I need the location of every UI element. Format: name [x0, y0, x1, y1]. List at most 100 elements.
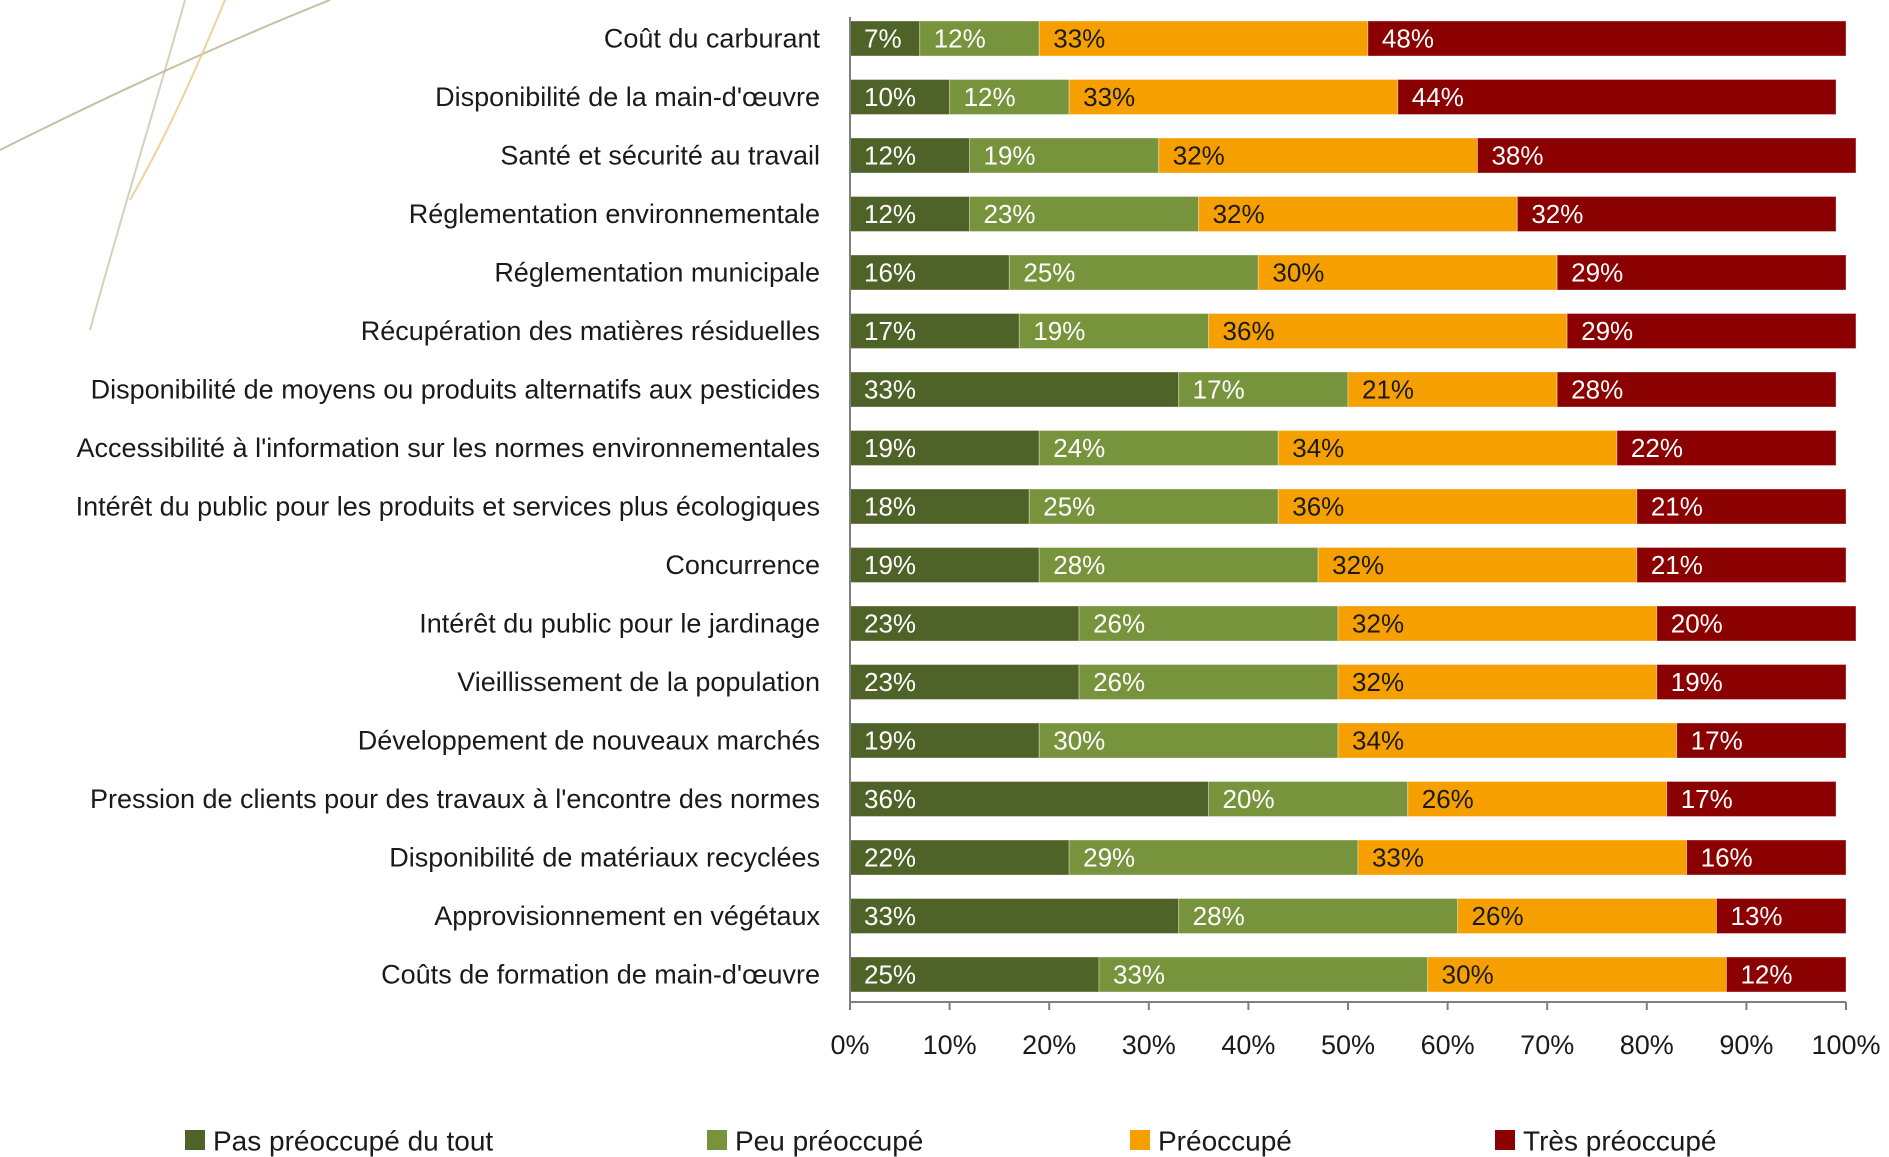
x-tick-label: 10%	[923, 1030, 977, 1060]
data-label: 36%	[864, 784, 916, 814]
legend-swatch	[1495, 1130, 1515, 1150]
bar-segment-peu-preoccupe	[1018, 313, 1210, 349]
bar-row-sante-et-securite-au-travail: 12% 19% 32% 38%	[849, 137, 1857, 174]
bar-segment-peu-preoccupe	[969, 196, 1200, 232]
data-label: 26%	[1472, 901, 1524, 931]
data-label: 32%	[1531, 199, 1583, 229]
bar-segment-pas-preoccupe-du-tout	[849, 722, 1040, 759]
data-label: 16%	[1701, 843, 1753, 873]
bar-segment-peu-preoccupe	[1068, 839, 1359, 876]
x-tick-label: 100%	[1811, 1030, 1880, 1060]
bar-row-vieillissement-de-la-population: 23% 26% 32% 19%	[849, 664, 1847, 700]
bar-segment-tres-preoccupe	[1397, 79, 1837, 115]
data-label: 32%	[1352, 667, 1404, 697]
legend-item-preoccupe: Préoccupé	[1130, 1126, 1292, 1157]
category-label-disponibilite-de-la-main-d-uvre: Disponibilité de la main-d'œuvre	[435, 82, 820, 112]
bar-row-pression-de-clients-pour-des-travaux-a-l-encontre-des-normes: 36% 20% 26% 17%	[849, 781, 1837, 817]
bar-row-accessibilite-a-l-information-sur-les-normes-environnementales: 19% 24% 34% 22%	[849, 430, 1837, 466]
bar-row-disponibilite-de-materiaux-recyclees: 22% 29% 33% 16%	[849, 839, 1847, 876]
bar-segment-tres-preoccupe	[1636, 488, 1847, 525]
data-label: 25%	[1043, 492, 1095, 522]
category-label-vieillissement-de-la-population: Vieillissement de la population	[457, 667, 820, 697]
bar-row-interet-du-public-pour-les-produits-et-services-plus-ecologiques: 18% 25% 36% 21%	[849, 488, 1847, 525]
bar-segment-tres-preoccupe	[1556, 371, 1837, 408]
swoosh-line	[0, 0, 331, 151]
data-label: 32%	[1332, 550, 1384, 580]
data-label: 21%	[1362, 375, 1414, 405]
data-label: 36%	[1223, 316, 1275, 346]
bar-segment-pas-preoccupe-du-tout	[849, 839, 1070, 876]
data-label: 20%	[1223, 784, 1275, 814]
bar-segment-peu-preoccupe	[1038, 547, 1319, 583]
bar-segment-pas-preoccupe-du-tout	[849, 430, 1040, 466]
bar-segment-preoccupe	[1257, 254, 1558, 291]
bar-segment-tres-preoccupe	[1556, 254, 1847, 291]
category-label-approvisionnement-en-vegetaux: Approvisionnement en végétaux	[434, 901, 820, 931]
bar-segment-preoccupe	[1068, 79, 1399, 115]
data-label: 26%	[1422, 784, 1474, 814]
data-label: 33%	[1083, 82, 1135, 112]
swoosh-line	[129, 0, 226, 201]
data-label: 44%	[1412, 82, 1464, 112]
bar-segment-peu-preoccupe	[1078, 605, 1339, 642]
category-label-pression-de-clients-pour-des-travaux-a-l-encontre-des-normes: Pression de clients pour des travaux à l…	[90, 784, 820, 814]
data-label: 17%	[864, 316, 916, 346]
bar-row-reglementation-municipale: 16% 25% 30% 29%	[849, 254, 1847, 291]
data-label: 33%	[864, 375, 916, 405]
legend-label: Préoccupé	[1158, 1126, 1292, 1157]
data-label: 25%	[1023, 258, 1075, 288]
category-label-cout-du-carburant: Coût du carburant	[604, 24, 821, 54]
data-label: 19%	[1033, 316, 1085, 346]
bar-row-developpement-de-nouveaux-marches: 19% 30% 34% 17%	[849, 722, 1847, 759]
bar-segment-peu-preoccupe	[1038, 722, 1339, 759]
data-label: 34%	[1352, 726, 1404, 756]
data-label: 33%	[864, 901, 916, 931]
bar-segment-tres-preoccupe	[1636, 547, 1847, 583]
data-label: 12%	[964, 82, 1016, 112]
data-label: 7%	[864, 24, 902, 54]
data-label: 34%	[1292, 433, 1344, 463]
bar-segment-tres-preoccupe	[1716, 898, 1847, 934]
bar-segment-pas-preoccupe-du-tout	[849, 781, 1210, 817]
x-tick-label: 0%	[830, 1030, 869, 1060]
data-label: 18%	[864, 492, 916, 522]
bar-segment-peu-preoccupe	[1178, 371, 1349, 408]
bar-row-couts-de-formation-de-main-d-uvre: 25% 33% 30% 12%	[849, 956, 1847, 993]
bar-row-disponibilite-de-la-main-d-uvre: 10% 12% 33% 44%	[849, 79, 1837, 115]
bar-row-concurrence: 19% 28% 32% 21%	[849, 547, 1847, 583]
data-label: 13%	[1731, 901, 1783, 931]
bar-segment-tres-preoccupe	[1666, 781, 1837, 817]
bar-segment-pas-preoccupe-du-tout	[849, 371, 1180, 408]
data-label: 33%	[1372, 843, 1424, 873]
data-label: 25%	[864, 960, 916, 990]
plot-area: 7% 12% 33% 48% 10% 12% 33% 44% 12% 19% 32% 38% 12% 23…	[849, 20, 1857, 993]
data-label: 29%	[1571, 258, 1623, 288]
bar-segment-preoccupe	[1277, 430, 1618, 466]
legend-item-tres-preoccupe: Très préoccupé	[1495, 1126, 1717, 1157]
bar-segment-peu-preoccupe	[1008, 254, 1259, 291]
bar-segment-tres-preoccupe	[1656, 605, 1857, 642]
bar-segment-preoccupe	[1357, 839, 1688, 876]
swoosh-line	[89, 0, 186, 331]
bar-segment-preoccupe	[1347, 371, 1558, 408]
data-label: 10%	[864, 82, 916, 112]
data-label: 21%	[1651, 492, 1703, 522]
data-label: 12%	[934, 24, 986, 54]
x-tick-label: 80%	[1620, 1030, 1674, 1060]
data-label: 28%	[1193, 901, 1245, 931]
bar-segment-pas-preoccupe-du-tout	[849, 313, 1020, 349]
bar-row-reglementation-environnementale: 12% 23% 32% 32%	[849, 196, 1837, 232]
data-label: 30%	[1053, 726, 1105, 756]
bar-segment-pas-preoccupe-du-tout	[849, 605, 1080, 642]
category-label-disponibilite-de-materiaux-recyclees: Disponibilité de matériaux recyclées	[389, 843, 820, 873]
bar-segment-tres-preoccupe	[1616, 430, 1837, 466]
bar-segment-pas-preoccupe-du-tout	[849, 547, 1040, 583]
bar-segment-tres-preoccupe	[1476, 137, 1857, 174]
bar-row-disponibilite-de-moyens-ou-produits-alternatifs-aux-pesticides: 33% 17% 21% 28%	[849, 371, 1837, 408]
data-label: 12%	[1740, 960, 1792, 990]
legend-label: Très préoccupé	[1523, 1126, 1717, 1157]
category-label-reglementation-environnementale: Réglementation environnementale	[409, 199, 820, 229]
bar-row-interet-du-public-pour-le-jardinage: 23% 26% 32% 20%	[849, 605, 1857, 642]
category-label-sante-et-securite-au-travail: Santé et sécurité au travail	[500, 141, 820, 171]
